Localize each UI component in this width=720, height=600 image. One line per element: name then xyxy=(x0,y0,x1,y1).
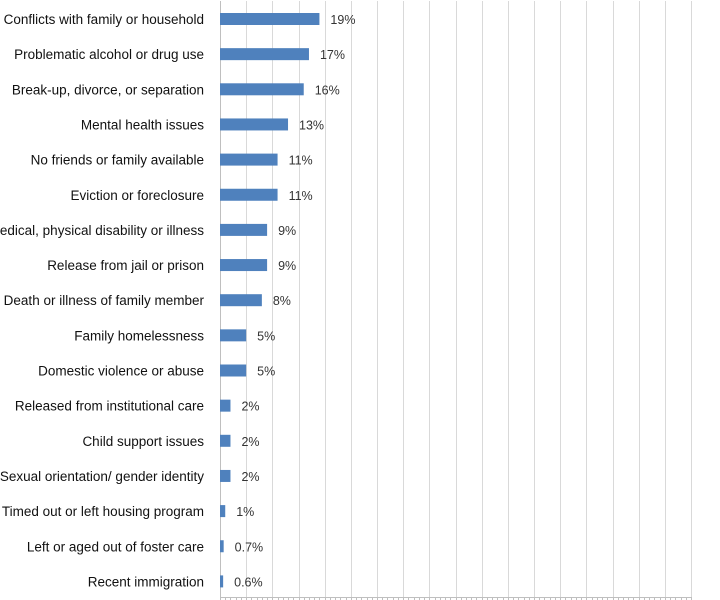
bar xyxy=(220,505,226,518)
bar xyxy=(220,434,231,447)
category-label: Timed out or left housing program xyxy=(2,504,204,519)
value-label: 2% xyxy=(241,400,259,414)
bar xyxy=(220,188,278,201)
bar xyxy=(220,294,262,307)
category-label: Eviction or foreclosure xyxy=(70,188,204,203)
bar xyxy=(220,540,224,553)
bar xyxy=(220,223,268,236)
bar xyxy=(220,575,224,588)
category-label: Problematic alcohol or drug use xyxy=(14,47,204,62)
category-label: No friends or family available xyxy=(31,153,204,168)
bar xyxy=(220,469,231,482)
value-label: 9% xyxy=(278,259,296,273)
value-label: 2% xyxy=(241,470,259,484)
bar xyxy=(220,118,289,131)
value-label: 5% xyxy=(257,329,275,343)
value-label: 16% xyxy=(315,83,340,97)
category-label: Left or aged out of foster care xyxy=(27,539,204,554)
bar xyxy=(220,83,304,96)
category-label: Medical, physical disability or illness xyxy=(0,223,204,238)
bar xyxy=(220,48,309,61)
category-label: Mental health issues xyxy=(81,117,204,132)
value-label: 0.6% xyxy=(234,575,263,589)
category-label: Recent immigration xyxy=(88,574,204,589)
bar xyxy=(220,259,268,272)
bar xyxy=(220,329,247,342)
value-label: 19% xyxy=(330,13,355,27)
category-label: Family homelessness xyxy=(74,328,204,343)
category-label: Release from jail or prison xyxy=(47,258,204,273)
bar xyxy=(220,399,231,412)
bar xyxy=(220,364,247,377)
value-label: 2% xyxy=(241,435,259,449)
category-label: Released from institutional care xyxy=(15,399,204,414)
category-label: Break-up, divorce, or separation xyxy=(12,82,204,97)
category-label: Death or illness of family member xyxy=(4,293,205,308)
category-label: Domestic violence or abuse xyxy=(38,364,204,379)
category-label: Sexual orientation/ gender identity xyxy=(0,469,204,484)
value-label: 17% xyxy=(320,48,345,62)
bar xyxy=(220,153,278,166)
value-label: 11% xyxy=(289,189,313,203)
value-label: 0.7% xyxy=(235,540,264,554)
value-label: 8% xyxy=(273,294,291,308)
value-label: 5% xyxy=(257,365,275,379)
value-label: 1% xyxy=(236,505,254,519)
value-label: 11% xyxy=(289,154,313,168)
bar xyxy=(220,13,320,25)
value-label: 13% xyxy=(299,118,324,132)
category-label: Conflicts with family or household xyxy=(4,12,204,27)
category-label: Child support issues xyxy=(82,434,204,449)
value-label: 9% xyxy=(278,224,296,238)
